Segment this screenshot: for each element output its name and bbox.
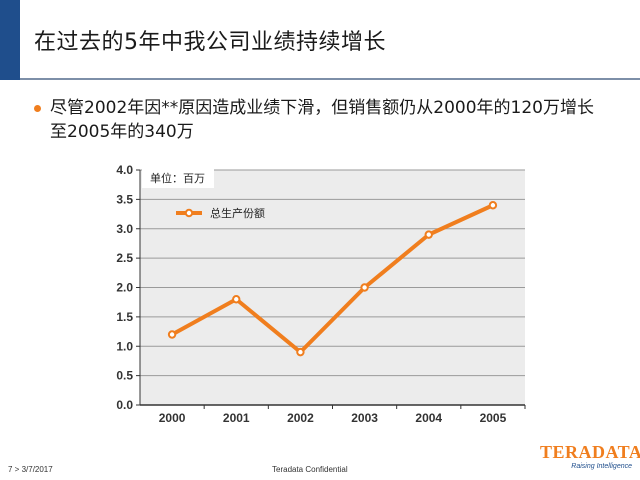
title-accent-bar	[0, 0, 20, 80]
y-tick-label: 3.5	[116, 192, 133, 206]
data-point	[232, 295, 241, 304]
title-divider	[20, 78, 640, 80]
slide-title: 在过去的5年中我公司业绩持续增长	[34, 30, 386, 55]
unit-label: 单位：百万	[150, 171, 205, 185]
legend-label: 总生产份额	[210, 206, 265, 220]
series-layer	[167, 201, 498, 357]
data-point	[360, 283, 369, 292]
chart-svg: 0.0 0.5 1.0 1.5 2.0 2.5 3.0 3.5 4.0 2000 2001 2002…	[116, 163, 526, 425]
data-point	[296, 347, 305, 357]
teradata-logo: TERADATA Raising Intelligence	[540, 442, 640, 476]
y-tick-label: 4.0	[116, 163, 133, 177]
page-info: 7 > 3/7/2017	[8, 465, 53, 474]
title-bar: 在过去的5年中我公司业绩持续增长	[0, 0, 640, 80]
data-point	[488, 201, 498, 210]
data-point	[167, 330, 177, 339]
unit-label-box: 单位：百万	[142, 168, 214, 188]
x-tick-label: 2001	[223, 411, 250, 425]
x-tick-label: 2002	[287, 411, 314, 425]
confidential-label: Teradata Confidential	[272, 465, 348, 474]
y-tick-label: 3.0	[116, 222, 133, 236]
y-tick-label: 1.5	[116, 310, 133, 324]
legend-marker-swatch	[184, 208, 194, 218]
data-point	[424, 230, 433, 239]
bullet-icon	[34, 105, 41, 112]
y-tick-label: 0.0	[116, 398, 133, 412]
bullet-text: 尽管2002年因**原因造成业绩下滑，但销售额仍从2000年的120万增长至20…	[50, 98, 594, 142]
y-tick-label: 2.5	[116, 251, 133, 265]
unit-label-bg	[142, 168, 214, 188]
y-tick-label: 2.0	[116, 281, 133, 295]
x-tick-label: 2000	[159, 411, 186, 425]
x-tick-label: 2005	[480, 411, 507, 425]
legend: 总生产份额	[176, 206, 265, 220]
x-tick-label: 2004	[415, 411, 442, 425]
y-tick-label: 1.0	[116, 339, 133, 353]
y-tick-label: 0.5	[116, 369, 133, 383]
series-line	[171, 203, 494, 355]
logo-wordmark: TERADATA	[540, 442, 640, 462]
x-tick-label: 2003	[351, 411, 378, 425]
x-axis: 2000 2001 2002 2003 2004 2005	[159, 405, 526, 425]
line-chart: 0.0 0.5 1.0 1.5 2.0 2.5 3.0 3.5 4.0 2000 2001 2002…	[0, 150, 640, 440]
logo-tagline: Raising Intelligence	[571, 463, 632, 470]
